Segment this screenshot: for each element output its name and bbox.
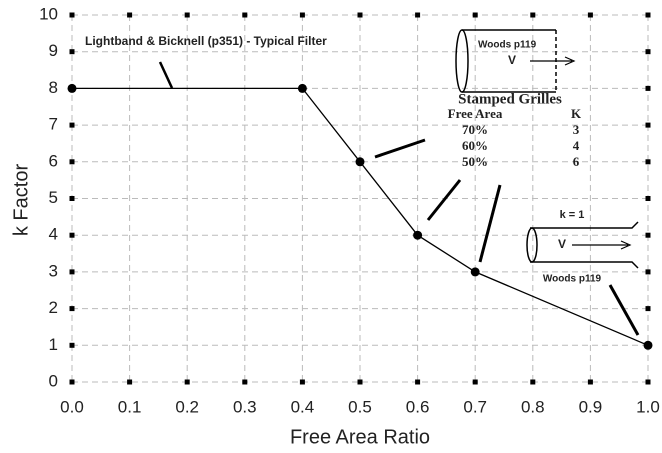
- tick-mark: [69, 12, 75, 18]
- y-axis-title: k Factor: [10, 164, 32, 237]
- y-tick-label: 8: [49, 78, 58, 97]
- tick-mark: [69, 269, 75, 275]
- tick-mark: [472, 379, 478, 385]
- tick-mark: [184, 379, 190, 385]
- data-point: [355, 157, 365, 167]
- tick-mark: [645, 306, 651, 312]
- annotation: Woods p119: [478, 40, 537, 51]
- annotation: Stamped Grilles: [458, 91, 562, 107]
- data-point: [470, 267, 480, 277]
- table-cell: 6: [573, 154, 580, 169]
- tick-mark: [530, 12, 536, 18]
- tick-mark: [530, 379, 536, 385]
- y-tick-label: 2: [49, 298, 58, 317]
- data-point: [413, 230, 423, 240]
- tick-mark: [69, 342, 75, 348]
- table-cell: 70%: [462, 122, 488, 137]
- tick-mark: [645, 196, 651, 201]
- y-tick-label: 1: [49, 335, 58, 354]
- tick-mark: [69, 306, 75, 312]
- x-tick-label: 0.6: [406, 397, 430, 416]
- x-tick-label: 0.3: [233, 397, 257, 416]
- annotation: k = 1: [560, 209, 585, 221]
- y-tick-label: 9: [49, 41, 58, 60]
- y-tick-label: 6: [49, 151, 58, 170]
- table-header: Free Area: [448, 106, 503, 121]
- table-cell: 60%: [462, 138, 488, 153]
- y-tick-label: 3: [49, 261, 58, 280]
- x-tick-label: 0.9: [579, 397, 603, 416]
- tick-mark: [645, 12, 651, 18]
- x-tick-label: 0.8: [521, 397, 545, 416]
- table-cell: 4: [573, 138, 580, 153]
- tick-mark: [299, 12, 305, 18]
- data-line: [72, 87, 649, 346]
- tick-mark: [645, 85, 651, 91]
- tick-mark: [587, 12, 593, 18]
- tick-mark: [645, 49, 651, 55]
- table-header: K: [571, 106, 582, 121]
- tick-mark: [69, 49, 75, 55]
- tick-mark: [127, 379, 133, 385]
- tick-mark: [242, 379, 248, 385]
- x-axis-title: Free Area Ratio: [290, 426, 430, 448]
- tick-mark: [69, 379, 75, 385]
- tick-mark: [645, 159, 651, 165]
- annotation: Lightband & Bicknell (p351) - Typical Fi…: [85, 34, 327, 48]
- data-point: [297, 83, 307, 93]
- x-tick-label: 0.4: [291, 397, 315, 416]
- tick-mark: [357, 379, 363, 385]
- tick-mark: [472, 12, 478, 18]
- tick-mark: [645, 269, 651, 275]
- tick-mark: [184, 12, 190, 18]
- x-tick-label: 0.5: [348, 397, 372, 416]
- tick-mark: [587, 379, 593, 385]
- tick-mark: [645, 122, 651, 128]
- annotation: V: [558, 237, 566, 251]
- data-point: [643, 340, 653, 350]
- annotation: Woods p119: [543, 274, 602, 285]
- x-tick-label: 0.7: [463, 397, 487, 416]
- tick-mark: [127, 12, 133, 18]
- x-tick-label: 0.2: [175, 397, 199, 416]
- tick-mark: [69, 159, 75, 165]
- tick-mark: [357, 12, 363, 18]
- tick-mark: [242, 12, 248, 18]
- table-cell: 3: [573, 122, 580, 137]
- x-tick-label: 0.1: [118, 397, 142, 416]
- tick-mark: [69, 232, 75, 238]
- tick-mark: [299, 379, 305, 385]
- tick-mark: [69, 196, 75, 201]
- x-tick-label: 0.0: [60, 397, 84, 416]
- y-tick-label: 4: [49, 225, 58, 244]
- tick-mark: [69, 122, 75, 128]
- annotation: V: [508, 53, 516, 67]
- data-point: [67, 83, 77, 93]
- y-tick-label: 7: [49, 115, 58, 134]
- y-tick-label: 5: [49, 188, 58, 207]
- tick-mark: [415, 12, 421, 18]
- y-tick-label: 10: [39, 4, 58, 23]
- annotation-graphics: [158, 29, 640, 336]
- table-cell: 50%: [462, 154, 488, 169]
- x-tick-label: 1.0: [636, 397, 660, 416]
- y-tick-label: 0: [49, 371, 58, 390]
- tick-mark: [415, 379, 421, 385]
- tick-mark: [645, 232, 651, 238]
- tick-mark: [645, 379, 651, 385]
